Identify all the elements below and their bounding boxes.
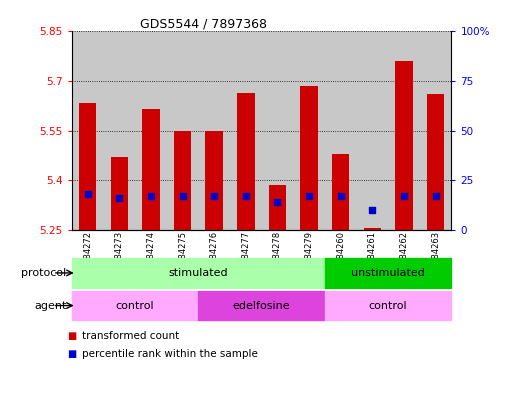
Bar <box>262 31 293 230</box>
Text: agent: agent <box>34 301 67 310</box>
Bar <box>325 258 451 288</box>
Point <box>368 207 377 213</box>
Bar <box>199 31 230 230</box>
Bar <box>427 94 444 230</box>
Point <box>431 193 440 199</box>
Text: control: control <box>369 301 407 310</box>
Text: control: control <box>116 301 154 310</box>
Bar <box>174 131 191 230</box>
Text: ■: ■ <box>67 331 76 341</box>
Text: stimulated: stimulated <box>169 268 228 278</box>
Bar <box>142 109 160 230</box>
Text: edelfosine: edelfosine <box>233 301 290 310</box>
Text: GDS5544 / 7897368: GDS5544 / 7897368 <box>140 17 267 30</box>
Bar <box>199 291 325 320</box>
Bar <box>396 61 412 230</box>
Point <box>400 193 408 199</box>
Bar <box>135 31 167 230</box>
Text: ■: ■ <box>67 349 76 359</box>
Bar <box>301 86 318 230</box>
Text: transformed count: transformed count <box>82 331 180 341</box>
Bar <box>167 31 199 230</box>
Bar <box>325 31 357 230</box>
Text: protocol: protocol <box>22 268 67 278</box>
Point <box>337 193 345 199</box>
Bar <box>332 154 349 230</box>
Bar <box>111 157 128 230</box>
Bar <box>72 258 325 288</box>
Bar <box>293 31 325 230</box>
Bar <box>388 31 420 230</box>
Bar <box>357 31 388 230</box>
Point <box>84 191 92 197</box>
Bar <box>237 93 254 230</box>
Point <box>305 193 313 199</box>
Bar <box>230 31 262 230</box>
Point <box>147 193 155 199</box>
Text: unstimulated: unstimulated <box>351 268 425 278</box>
Bar <box>325 291 451 320</box>
Bar <box>72 31 104 230</box>
Bar <box>364 228 381 230</box>
Point <box>273 199 282 205</box>
Point <box>179 193 187 199</box>
Text: percentile rank within the sample: percentile rank within the sample <box>82 349 258 359</box>
Bar <box>79 103 96 230</box>
Bar <box>269 185 286 230</box>
Bar <box>104 31 135 230</box>
Point <box>242 193 250 199</box>
Bar <box>72 291 199 320</box>
Point <box>115 195 124 201</box>
Bar <box>420 31 451 230</box>
Point <box>210 193 219 199</box>
Bar <box>206 131 223 230</box>
